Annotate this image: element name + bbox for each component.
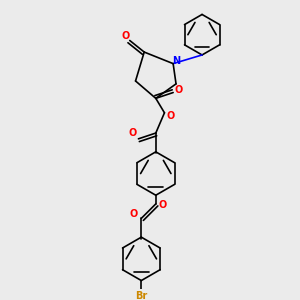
Text: O: O: [130, 209, 138, 219]
Text: O: O: [175, 85, 183, 95]
Text: O: O: [128, 128, 137, 138]
Text: O: O: [121, 31, 130, 41]
Text: O: O: [166, 111, 174, 121]
Text: O: O: [159, 200, 167, 210]
Text: Br: Br: [135, 292, 147, 300]
Text: N: N: [172, 56, 180, 66]
